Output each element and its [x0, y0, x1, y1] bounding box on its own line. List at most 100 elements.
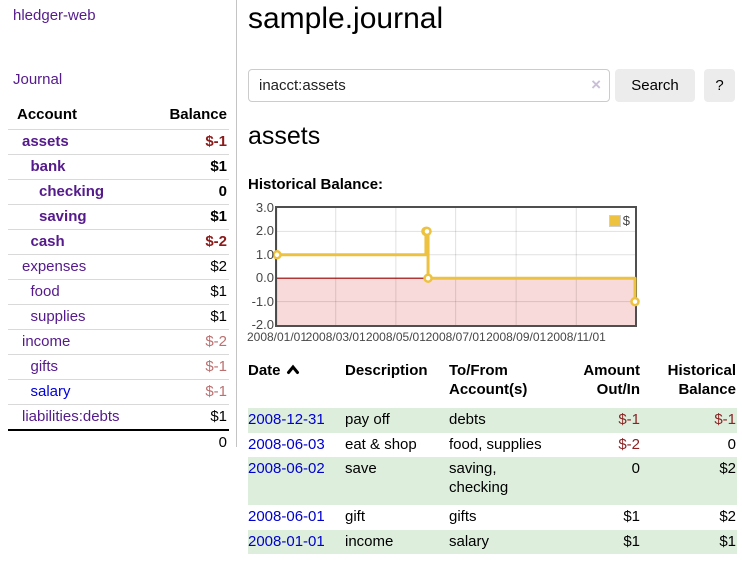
- transaction-date-link[interactable]: 2008-12-31: [248, 411, 325, 428]
- historical-balance-chart: $ 3.0 2.0 1.0 0.0 -1.0 -2.0 2008/01/01 2008/03/…: [247, 200, 678, 344]
- transaction-description: gift: [345, 508, 366, 525]
- date-column-header[interactable]: Date: [248, 358, 345, 408]
- legend-label: $: [622, 213, 630, 228]
- account-link[interactable]: liabilities:debts: [22, 408, 120, 425]
- x-axis-tick-label: 2008/03/01: [305, 330, 366, 344]
- account-link[interactable]: gifts: [30, 358, 59, 375]
- transaction-amount: $1: [623, 508, 640, 525]
- transaction-balance: 0: [727, 435, 736, 453]
- account-column-header: Account: [17, 106, 77, 123]
- y-axis-tick-label: -1.0: [251, 293, 274, 309]
- transaction-description: income: [345, 532, 394, 550]
- account-page-title: assets: [248, 122, 321, 150]
- transaction-balance: $2: [719, 460, 736, 477]
- x-axis-tick-label: 2008/01/01: [246, 330, 308, 344]
- search-input[interactable]: [248, 69, 610, 102]
- accounts-table-body: assets $-1 bank $1 checking 0 saving $1 …: [8, 129, 229, 431]
- account-balance: $1: [210, 308, 227, 325]
- account-link[interactable]: food: [30, 283, 60, 300]
- accounts-total-row: 0: [8, 430, 229, 455]
- register-row: 2008-12-31 pay off debts $-1 $-1: [248, 408, 737, 433]
- account-row: gifts $-1: [8, 354, 229, 380]
- register-table: Date Description To/From Account(s) Amou…: [248, 358, 737, 554]
- accounts-column-header: To/From Account(s): [449, 362, 528, 398]
- account-link[interactable]: salary: [30, 383, 71, 400]
- y-axis-tick-label: 0.0: [255, 270, 274, 286]
- transaction-amount: $1: [623, 532, 640, 550]
- account-link[interactable]: supplies: [30, 308, 86, 325]
- account-balance: $1: [210, 158, 227, 175]
- description-column-header: Description: [345, 362, 428, 379]
- y-axis-tick-label: 3.0: [255, 200, 274, 215]
- chart-plot: $: [272, 206, 640, 327]
- transaction-description: save: [345, 460, 377, 477]
- x-axis-tick-label: 2008/11/01: [546, 330, 606, 344]
- transaction-balance: $1: [719, 532, 736, 550]
- account-row: cash $-2: [8, 229, 229, 255]
- transaction-date-link[interactable]: 2008-06-03: [248, 435, 325, 453]
- transaction-accounts: gifts: [449, 508, 477, 525]
- transaction-accounts: food, supplies: [449, 435, 542, 453]
- page-title: sample.journal: [248, 2, 444, 35]
- transaction-amount: $-2: [618, 435, 640, 453]
- accounts-total-balance: 0: [218, 434, 227, 451]
- sidebar: hledger-web Journal Account Balance asse…: [0, 0, 237, 451]
- account-link[interactable]: cash: [30, 233, 65, 250]
- account-row: assets $-1: [8, 129, 229, 155]
- help-button[interactable]: ?: [704, 69, 735, 102]
- balance-column-header-main: Historical Balance: [667, 362, 736, 398]
- transaction-amount: 0: [631, 460, 640, 477]
- x-axis-tick-label: 2008/07/01: [425, 330, 486, 344]
- register-row: 2008-06-01 gift gifts $1 $2: [248, 505, 737, 530]
- account-row: supplies $1: [8, 304, 229, 330]
- account-row: saving $1: [8, 204, 229, 230]
- account-balance: $1: [210, 283, 227, 300]
- search-bar: × Search ?: [248, 69, 735, 102]
- account-link[interactable]: expenses: [22, 258, 87, 275]
- amount-column-header: Amount Out/In: [583, 362, 640, 398]
- sidebar-item-journal[interactable]: Journal: [13, 71, 63, 88]
- y-axis-tick-label: -2.0: [251, 317, 274, 332]
- transaction-date-link[interactable]: 2008-01-01: [248, 532, 325, 550]
- transaction-accounts: salary: [449, 532, 490, 550]
- legend-swatch: [608, 214, 621, 227]
- search-button[interactable]: Search: [615, 69, 695, 102]
- account-row: salary $-1: [8, 379, 229, 405]
- account-link[interactable]: checking: [39, 183, 105, 200]
- account-balance: $-1: [205, 383, 227, 400]
- register-row: 2008-06-02 save saving, checking 0 $2: [248, 457, 737, 505]
- register-row: 2008-06-03 eat & shop food, supplies $-2…: [248, 433, 737, 458]
- transaction-amount: $-1: [618, 411, 640, 428]
- accounts-balance-table: Account Balance assets $-1 bank $1 check…: [8, 103, 229, 455]
- y-axis-tick-label: 2.0: [255, 223, 274, 239]
- chart-legend: $: [606, 211, 632, 230]
- transaction-accounts: saving, checking: [449, 460, 509, 496]
- transaction-date-link[interactable]: 2008-06-02: [248, 460, 325, 477]
- account-row: bank $1: [8, 154, 229, 180]
- transaction-balance: $2: [719, 508, 736, 525]
- account-row: checking 0: [8, 179, 229, 205]
- account-balance: $1: [210, 408, 227, 425]
- account-link[interactable]: income: [22, 333, 71, 350]
- account-balance: $-1: [205, 133, 227, 150]
- account-link[interactable]: bank: [30, 158, 66, 175]
- transaction-description: pay off: [345, 411, 390, 428]
- sort-ascending-icon: [286, 361, 300, 380]
- account-row: expenses $2: [8, 254, 229, 280]
- x-axis-tick-label: 2008/09/01: [486, 330, 547, 344]
- account-balance: $2: [210, 258, 227, 275]
- account-link[interactable]: assets: [22, 133, 69, 150]
- account-row: income $-2: [8, 329, 229, 355]
- x-axis-tick-label: 2008/05/01: [365, 330, 426, 344]
- accounts-table-header: Account Balance: [8, 103, 229, 130]
- register-row: 2008-01-01 income salary $1 $1: [248, 529, 737, 554]
- clear-search-icon[interactable]: ×: [591, 75, 601, 94]
- register-header-row: Date Description To/From Account(s) Amou…: [248, 358, 737, 408]
- account-balance: $1: [210, 208, 227, 225]
- account-balance: $-2: [205, 333, 227, 350]
- y-axis-tick-label: 1.0: [255, 246, 274, 262]
- account-link[interactable]: saving: [39, 208, 87, 225]
- transaction-date-link[interactable]: 2008-06-01: [248, 508, 325, 525]
- app-title-link[interactable]: hledger-web: [13, 7, 96, 24]
- account-row: liabilities:debts $1: [8, 404, 229, 431]
